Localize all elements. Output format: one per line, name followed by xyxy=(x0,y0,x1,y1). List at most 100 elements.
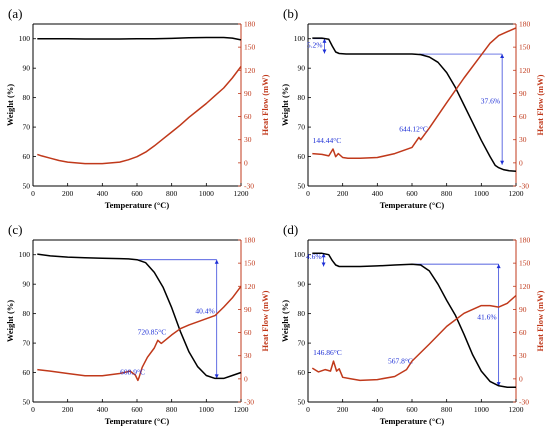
heat-flow-series-line xyxy=(37,285,242,382)
guide-arrow xyxy=(322,38,327,43)
x-tick-label: 400 xyxy=(97,189,109,198)
weight-series-line xyxy=(37,36,242,41)
y-left-tick-label: 70 xyxy=(298,339,306,348)
y-left-tick-label: 100 xyxy=(19,34,31,43)
y-right-tick-label: 0 xyxy=(519,158,523,167)
y-right-tick-label: 30 xyxy=(519,351,527,360)
x-tick-label: 1200 xyxy=(509,405,524,414)
y-right-tick-label: 0 xyxy=(244,374,248,383)
guide-arrow xyxy=(496,264,501,269)
x-tick-label: 200 xyxy=(337,189,349,198)
y-left-tick-label: 90 xyxy=(298,64,306,73)
x-tick-label: 600 xyxy=(406,189,418,198)
x-axis-label: Temperature (°C) xyxy=(105,200,170,210)
x-tick-label: 200 xyxy=(62,189,74,198)
x-tick-label: 200 xyxy=(62,405,74,414)
x-tick-label: 600 xyxy=(406,405,418,414)
x-tick-label: 400 xyxy=(372,189,384,198)
y-left-tick-label: 80 xyxy=(23,309,31,318)
y-left-tick-label: 100 xyxy=(19,250,31,259)
x-tick-label: 0 xyxy=(31,189,35,198)
annotation-label: 146.86°C xyxy=(313,348,342,357)
y-right-tick-label: 90 xyxy=(244,305,252,314)
y-right-tick-label: 150 xyxy=(244,43,256,52)
y-right-tick-label: 90 xyxy=(519,305,527,314)
x-tick-label: 800 xyxy=(166,189,178,198)
y-right-tick-label: 30 xyxy=(244,351,252,360)
x-tick-label: 1000 xyxy=(474,189,489,198)
y-left-tick-label: 50 xyxy=(298,398,306,407)
annotation-label: 608.9°C xyxy=(120,367,145,376)
y-right-tick-label: 150 xyxy=(519,43,531,52)
guide-arrow xyxy=(321,253,326,258)
panel-label: (c) xyxy=(8,222,22,237)
annotation-label: 5.2% xyxy=(307,41,323,50)
guide-arrow xyxy=(500,54,505,59)
guide-arrow xyxy=(496,382,501,387)
x-tick-label: 600 xyxy=(131,405,143,414)
x-tick-label: 400 xyxy=(372,405,384,414)
x-axis-label: Temperature (°C) xyxy=(380,416,445,426)
annotation-label: 37.6% xyxy=(481,97,500,106)
y-right-tick-label: 120 xyxy=(244,282,256,291)
y-right-tick-label: -30 xyxy=(244,182,254,191)
heat-flow-series-line xyxy=(37,65,242,165)
x-tick-label: 800 xyxy=(441,189,453,198)
y-left-axis-label: Weight (%) xyxy=(5,84,15,126)
y-right-axis-label: Heat Flow (mW) xyxy=(535,290,545,351)
panel-label: (d) xyxy=(283,222,298,237)
heat-flow-series-line xyxy=(312,27,517,159)
annotation-label: 644.12°C xyxy=(399,124,428,133)
x-tick-label: 200 xyxy=(337,405,349,414)
y-right-tick-label: 30 xyxy=(244,135,252,144)
annotation-label: 720.85°C xyxy=(138,327,167,336)
y-left-tick-label: 50 xyxy=(298,182,306,191)
chart-panel-3: 0 200 400 600 800 1000 1200 50 60 70 80 90 100 -30 0 30… xyxy=(280,222,545,426)
y-right-axis-label: Heat Flow (mW) xyxy=(260,74,270,135)
y-left-tick-label: 80 xyxy=(298,309,306,318)
x-axis-label: Temperature (°C) xyxy=(105,416,170,426)
y-left-tick-label: 90 xyxy=(298,280,306,289)
x-tick-label: 1000 xyxy=(199,189,214,198)
y-left-tick-label: 70 xyxy=(23,123,31,132)
y-right-tick-label: 30 xyxy=(519,135,527,144)
y-right-tick-label: 120 xyxy=(244,66,256,75)
y-left-axis-label: Weight (%) xyxy=(5,300,15,342)
x-tick-label: 800 xyxy=(441,405,453,414)
y-left-axis-label: Weight (%) xyxy=(280,300,290,342)
guide-arrow xyxy=(500,160,505,165)
guide-arrow xyxy=(321,262,326,267)
y-left-tick-label: 50 xyxy=(23,398,31,407)
x-axis-label: Temperature (°C) xyxy=(380,200,445,210)
x-tick-label: 1200 xyxy=(234,405,249,414)
annotation-label: 41.6% xyxy=(477,313,496,322)
x-tick-label: 800 xyxy=(166,405,178,414)
y-left-tick-label: 60 xyxy=(298,368,306,377)
y-right-tick-label: 60 xyxy=(519,112,527,121)
weight-series-line xyxy=(312,37,517,173)
y-right-tick-label: 180 xyxy=(244,20,256,29)
y-right-tick-label: -30 xyxy=(244,398,254,407)
y-right-tick-label: 0 xyxy=(244,158,248,167)
y-left-tick-label: 70 xyxy=(298,123,306,132)
y-right-tick-label: 90 xyxy=(519,89,527,98)
y-right-tick-label: 60 xyxy=(244,328,252,337)
y-left-tick-label: 80 xyxy=(23,93,31,102)
y-left-tick-label: 100 xyxy=(294,250,306,259)
y-right-tick-label: 180 xyxy=(519,236,531,245)
y-left-axis-label: Weight (%) xyxy=(280,84,290,126)
y-right-axis-label: Heat Flow (mW) xyxy=(535,74,545,135)
y-right-tick-label: 90 xyxy=(244,89,252,98)
y-right-tick-label: 180 xyxy=(519,20,531,29)
x-tick-label: 0 xyxy=(306,405,310,414)
chart-panel-2: 0 200 400 600 800 1000 1200 50 60 70 80 90 100 -30 0 30… xyxy=(5,222,270,426)
y-right-tick-label: 60 xyxy=(244,112,252,121)
y-right-axis-label: Heat Flow (mW) xyxy=(260,290,270,351)
y-right-tick-label: 60 xyxy=(519,328,527,337)
guide-arrow xyxy=(214,374,219,379)
y-right-tick-label: 0 xyxy=(519,374,523,383)
annotation-label: 4.6% xyxy=(306,252,322,261)
x-tick-label: 1200 xyxy=(234,189,249,198)
panel-label: (b) xyxy=(283,6,298,21)
